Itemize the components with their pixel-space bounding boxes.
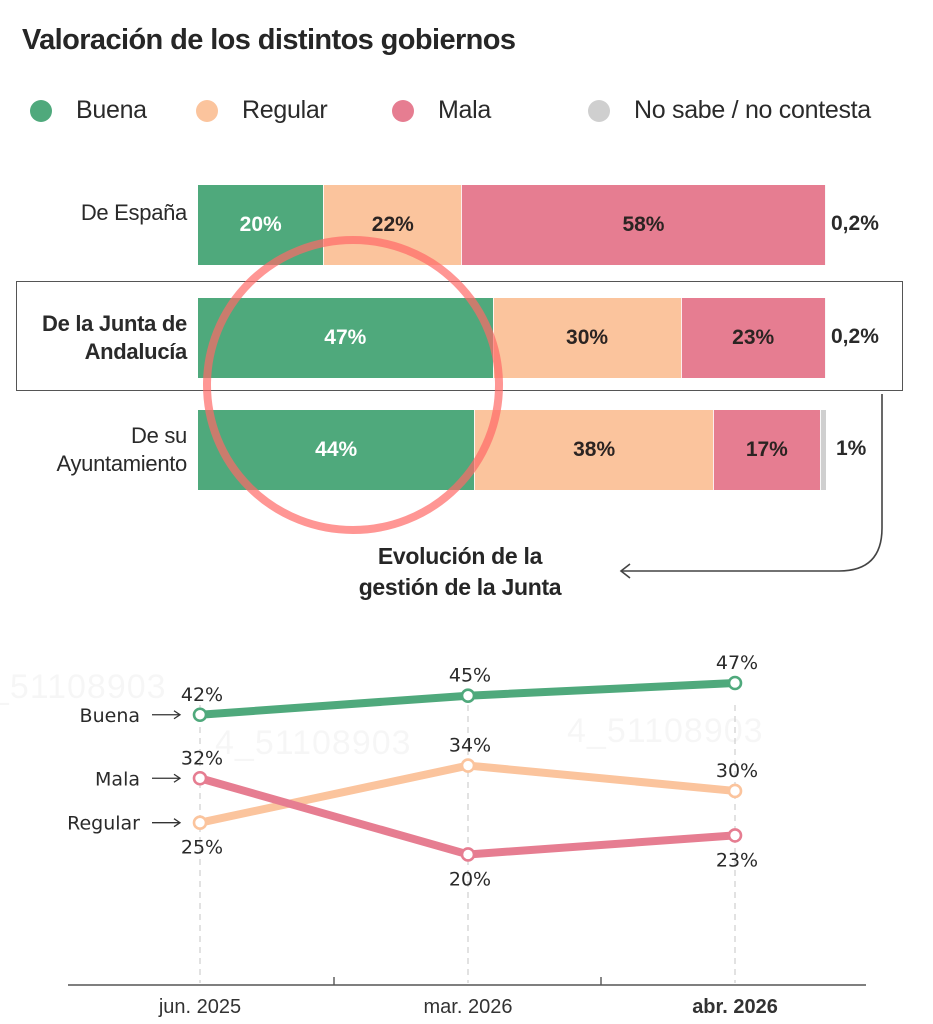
bar-value-label: 38% — [573, 438, 616, 461]
bar-segment-no-sabe-no-contesta — [824, 298, 826, 378]
data-value-label: 34% — [449, 735, 491, 757]
bar-segment-no-sabe-no-contesta — [819, 410, 826, 490]
bar-segment-buena: 47% — [198, 298, 493, 378]
arrow-head-icon — [173, 773, 182, 783]
bar-value-label: 17% — [745, 438, 788, 461]
legend-dot-nsnc — [588, 99, 610, 122]
bar-segment-no-sabe-no-contesta — [824, 185, 826, 265]
category-label-line: Ayuntamiento — [56, 451, 187, 476]
bar-value-label: 58% — [622, 213, 665, 236]
arrow-head-icon — [173, 818, 182, 828]
legend-label: No sabe / no contesta — [634, 96, 871, 124]
category-label-line: De su — [131, 423, 187, 448]
bar-segment-regular: 22% — [323, 185, 462, 265]
data-point-mala — [460, 847, 476, 862]
series-name-label: Regular — [67, 813, 140, 835]
data-value-label: 47% — [716, 652, 758, 674]
bar-segment-regular: 38% — [474, 410, 713, 490]
bar-value-label: 44% — [315, 438, 358, 461]
category-label-line: De la Junta de — [42, 311, 187, 336]
bar-value-label-nsnc: 1% — [836, 437, 867, 460]
data-value-label: 25% — [181, 837, 223, 859]
x-tick-label: abr. 2026 — [692, 996, 778, 1018]
series-name-label: Mala — [95, 768, 140, 790]
bar-value-label: 30% — [566, 326, 609, 349]
arrow-head-icon — [173, 710, 182, 720]
bar-segment-regular: 30% — [492, 298, 681, 378]
legend-item-regular: Regular — [196, 96, 328, 125]
data-value-label: 42% — [181, 684, 223, 706]
legend-item-buena: Buena — [30, 96, 147, 125]
category-label-line: De España — [80, 200, 187, 225]
bar-value-label: 47% — [324, 326, 367, 349]
bar-segment-mala: 23% — [680, 298, 825, 378]
category-label: De España — [81, 199, 187, 227]
legend-item-nsnc: No sabe / no contesta — [588, 96, 871, 125]
x-tick-label: mar. 2026 — [424, 996, 513, 1018]
data-value-label: 45% — [449, 665, 491, 687]
bar-value-label: 20% — [239, 213, 282, 236]
category-label-line: Andalucía — [84, 339, 188, 364]
data-value-label: 20% — [449, 868, 491, 890]
subtitle-line: gestión de la Junta — [358, 574, 562, 600]
legend-label: Mala — [438, 96, 491, 124]
subtitle-line: Evolución de la — [377, 543, 543, 569]
category-label: De su Ayuntamiento — [56, 422, 187, 478]
data-point-mala — [727, 828, 743, 843]
legend-dot-mala — [392, 99, 414, 122]
bar-segment-mala: 17% — [712, 410, 820, 490]
bar-segment-mala: 58% — [461, 185, 825, 265]
data-point-buena — [460, 688, 476, 704]
series-name-label: Buena — [80, 705, 140, 727]
data-value-label: 32% — [181, 747, 223, 769]
x-tick-label: jun. 2025 — [158, 996, 241, 1018]
legend-dot-regular — [196, 99, 218, 122]
data-point-regular — [192, 815, 208, 831]
data-value-label: 30% — [716, 760, 758, 782]
legend-item-mala: Mala — [392, 96, 491, 125]
data-point-regular — [727, 783, 743, 799]
legend-label: Buena — [76, 96, 147, 124]
line-chart-title: Evolución de la gestión de la Junta — [330, 541, 590, 603]
data-point-mala — [192, 770, 208, 786]
bar-value-label: 22% — [371, 213, 414, 236]
chart-title: Valoración de los distintos gobiernos — [22, 24, 516, 56]
data-point-buena — [727, 675, 743, 691]
category-label: De la Junta de Andalucía — [42, 310, 187, 366]
bracket-arrow — [619, 394, 883, 579]
legend-dot-buena — [30, 99, 52, 122]
legend-label: Regular — [242, 96, 328, 124]
bar-value-label: 23% — [732, 326, 775, 349]
legend: Buena Regular Mala No sabe / no contesta — [30, 96, 930, 130]
annotation-circle — [203, 236, 503, 534]
data-point-buena — [192, 707, 208, 723]
bar-value-label-nsnc: 0,2% — [831, 212, 879, 235]
bar-value-label-nsnc: 0,2% — [831, 325, 879, 348]
data-point-regular — [460, 758, 476, 773]
data-value-label: 23% — [716, 849, 758, 871]
